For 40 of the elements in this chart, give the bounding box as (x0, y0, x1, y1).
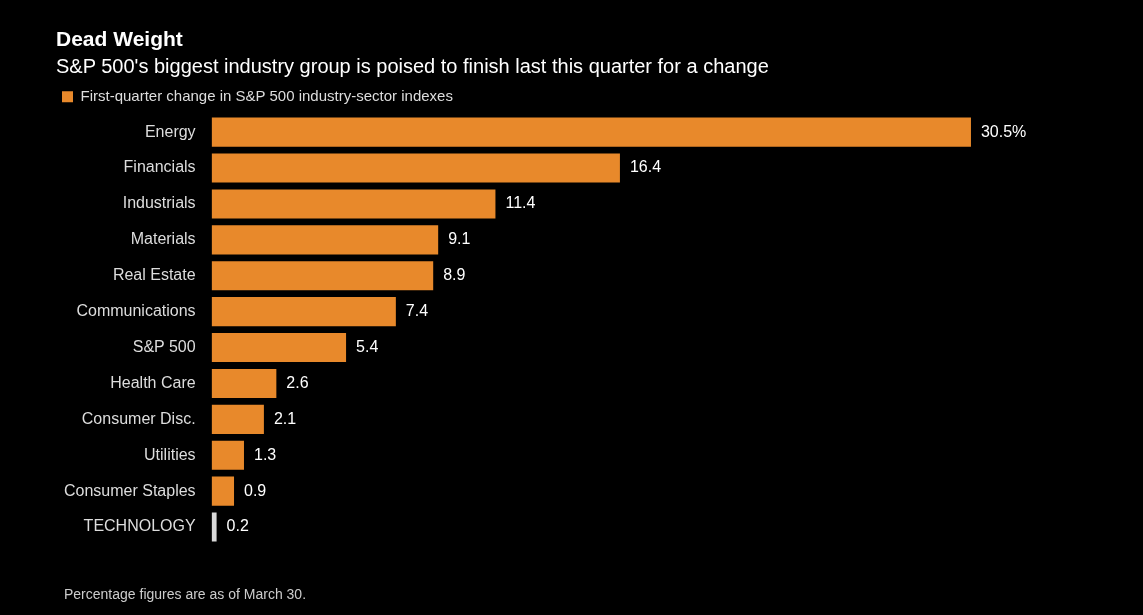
data-label: 2.6 (286, 373, 309, 391)
y-tick-label: TECHNOLOGY (83, 517, 196, 535)
data-label: 5.4 (356, 337, 379, 355)
bar (211, 297, 396, 327)
data-label: 1.3 (253, 445, 277, 463)
data-label: 0.2 (226, 517, 249, 535)
y-tick-label: Health Care (110, 373, 196, 391)
chart-title: Dead Weight (56, 27, 183, 51)
y-tick-label: Materials (130, 230, 196, 248)
data-label: 2.1 (273, 409, 297, 427)
data-label: 9.1 (448, 230, 471, 248)
bar (211, 368, 277, 398)
y-tick-label: Energy (144, 122, 196, 140)
y-tick-label: Utilities (144, 445, 196, 463)
y-tick-label: Industrials (122, 194, 196, 212)
y-tick-label: Consumer Staples (63, 481, 196, 499)
y-tick-label: Real Estate (112, 266, 196, 284)
bar (211, 404, 264, 434)
data-label: 7.4 (405, 302, 429, 320)
legend-label: First-quarter change in S&P 500 industry-sector indexes (80, 86, 453, 104)
bar (211, 225, 439, 255)
bar (211, 153, 620, 183)
data-label: 8.9 (443, 266, 466, 284)
bar (211, 512, 217, 542)
data-label: 16.4 (629, 158, 662, 176)
data-label: 0.9 (244, 481, 267, 499)
data-label: 30.5% (980, 122, 1027, 140)
bar (211, 117, 971, 147)
y-tick-label: S&P 500 (132, 337, 196, 355)
y-tick-label: Communications (76, 302, 196, 320)
y-tick-label: Consumer Disc. (81, 409, 196, 427)
bar (211, 333, 347, 363)
bar (211, 261, 434, 291)
chart-subtitle: S&P 500's biggest industry group is poised to finish last this quarter for a change (56, 54, 769, 77)
bar (211, 476, 235, 506)
y-tick-label: Financials (123, 158, 196, 176)
bar (211, 189, 496, 219)
data-label: 11.4 (505, 194, 536, 212)
bar (211, 440, 244, 470)
text: Percentage figures are as of March 30. (64, 586, 307, 602)
